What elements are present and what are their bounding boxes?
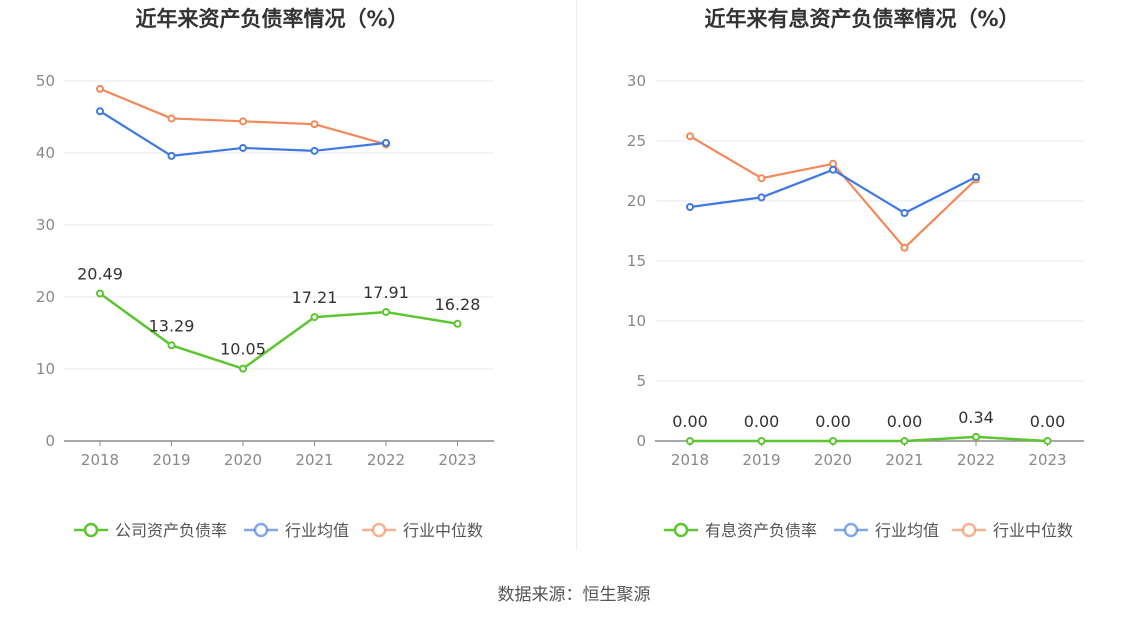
series-industry_median [686,132,980,252]
y-tick-label: 40 [36,144,55,162]
x-tick-label: 2022 [957,451,995,469]
chart-title: 近年来有息资产负债率情况（%） [704,7,1019,31]
x-tick-label: 2021 [295,451,333,469]
x-tick-label: 2018 [671,451,709,469]
data-point [686,203,694,211]
legend-marker [371,522,387,538]
legend: 公司资产负债率 行业均值 行业中位数 [74,521,483,540]
legend-label: 行业中位数 [403,521,483,540]
data-point [686,132,694,141]
data-point [757,193,766,202]
data-point [1043,437,1052,445]
legend-marker [673,522,689,538]
legend-marker [83,522,99,538]
x-tick-label: 2020 [224,451,262,469]
legend-label: 行业均值 [875,521,939,540]
data-point [382,308,390,317]
legend-marker [253,522,269,538]
series-line [99,87,387,146]
y-tick-label: 30 [627,72,646,90]
data-point [972,173,980,181]
legend-label: 行业均值 [285,521,349,540]
series-industry_avg [96,107,390,160]
data-point [972,432,980,441]
data-point [829,437,837,445]
y-tick-label: 10 [36,360,55,378]
y-tick-label: 30 [36,216,55,234]
series-company: 0.00 0.00 0.00 0.00 0.34 0.00 [672,408,1066,445]
data-point [310,146,319,155]
series-industry_avg [686,165,980,217]
y-tick-label: 20 [36,288,55,306]
x-tick-label: 2018 [81,451,119,469]
legend-label: 有息资产负债率 [705,521,817,540]
data-point [686,437,694,445]
data-point [239,364,247,373]
legend-label: 公司资产负债率 [115,521,227,540]
data-point [382,138,390,147]
y-tick-label: 50 [36,72,55,90]
x-tick-label: 2019 [742,451,780,469]
y-tick-label: 25 [627,132,646,150]
legend: 有息资产负债率 行业均值 行业中位数 [664,521,1073,540]
data-label: 0.00 [1030,412,1066,431]
x-tick-label: 2019 [152,451,190,469]
data-point [96,289,104,298]
data-label: 20.49 [77,264,123,283]
data-point [757,174,766,183]
data-point [900,437,909,445]
data-point [310,120,319,129]
y-tick-label: 5 [636,372,646,390]
x-tick-label: 2021 [885,451,923,469]
series-line [689,168,977,215]
data-point [167,114,176,123]
series-line [690,435,1048,443]
x-tick-label: 2022 [367,451,405,469]
data-label: 17.21 [292,288,338,307]
x-tick-label: 2020 [814,451,852,469]
data-point [96,107,104,116]
data-source-note: 数据来源：恒生聚源 [497,585,651,605]
legend-marker [961,522,977,538]
y-tick-label: 20 [627,192,646,210]
y-tick-label: 10 [627,312,646,330]
series-line [689,135,977,249]
chart-title: 近年来资产负债率情况（%） [135,7,408,31]
chart-panel-1: 近年来资产负债率情况（%） 0 10 20 30 40 50 2018 2019 2020 2021… [36,7,494,540]
data-label: 0.00 [744,412,780,431]
data-point [757,437,766,445]
data-point [310,313,319,322]
data-label: 0.34 [958,408,994,427]
legend-label: 行业中位数 [993,521,1073,540]
x-tick-label: 2023 [438,451,476,469]
series-line [99,292,458,370]
data-label: 17.91 [363,283,409,302]
data-point [239,143,247,152]
data-label: 10.05 [220,340,266,359]
panel-divider [576,0,577,550]
chart-panel-2: 近年来有息资产负债率情况（%） 0 5 10 15 20 25 30 2018 2019 2020 2… [627,7,1084,540]
data-label: 0.00 [815,412,851,431]
x-tick-label: 2023 [1028,451,1066,469]
data-point [96,84,104,93]
data-label: 0.00 [887,412,923,431]
data-label: 16.28 [435,295,481,314]
series-company: 20.49 13.29 10.05 17.21 17.91 16.28 [77,264,481,373]
data-point [167,151,176,160]
data-point [453,319,462,328]
data-point [829,165,837,174]
data-point [239,117,247,126]
y-tick-label: 15 [627,252,646,270]
y-tick-label: 0 [45,432,55,450]
data-label: 0.00 [672,412,708,431]
data-point [900,243,909,252]
y-tick-label: 0 [636,432,646,450]
series-industry_median [96,84,390,149]
data-point [167,341,176,350]
data-label: 13.29 [149,316,195,335]
data-point [900,209,909,217]
legend-marker [843,522,859,538]
